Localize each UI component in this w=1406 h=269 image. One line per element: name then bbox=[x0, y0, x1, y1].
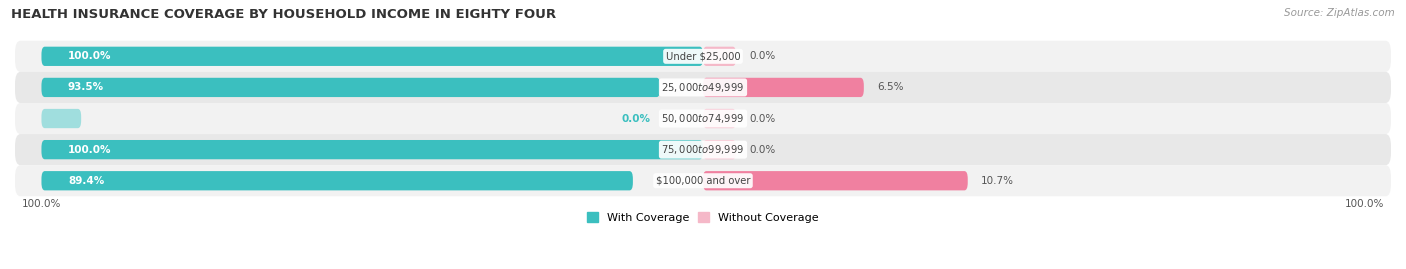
FancyBboxPatch shape bbox=[15, 41, 1391, 72]
Text: 0.0%: 0.0% bbox=[749, 114, 776, 123]
Text: Source: ZipAtlas.com: Source: ZipAtlas.com bbox=[1284, 8, 1395, 18]
FancyBboxPatch shape bbox=[41, 78, 659, 97]
FancyBboxPatch shape bbox=[15, 165, 1391, 196]
Text: 10.7%: 10.7% bbox=[981, 176, 1014, 186]
Text: Under $25,000: Under $25,000 bbox=[665, 51, 741, 61]
FancyBboxPatch shape bbox=[41, 171, 633, 190]
FancyBboxPatch shape bbox=[703, 171, 967, 190]
Text: 100.0%: 100.0% bbox=[21, 199, 60, 209]
FancyBboxPatch shape bbox=[15, 72, 1391, 103]
FancyBboxPatch shape bbox=[15, 134, 1391, 165]
Legend: With Coverage, Without Coverage: With Coverage, Without Coverage bbox=[582, 208, 824, 227]
Text: 100.0%: 100.0% bbox=[1346, 199, 1385, 209]
Text: 0.0%: 0.0% bbox=[621, 114, 650, 123]
FancyBboxPatch shape bbox=[15, 103, 1391, 134]
Text: $50,000 to $74,999: $50,000 to $74,999 bbox=[661, 112, 745, 125]
Text: 89.4%: 89.4% bbox=[67, 176, 104, 186]
Text: 0.0%: 0.0% bbox=[749, 51, 776, 61]
FancyBboxPatch shape bbox=[703, 109, 737, 128]
Text: $25,000 to $49,999: $25,000 to $49,999 bbox=[661, 81, 745, 94]
FancyBboxPatch shape bbox=[41, 109, 82, 128]
Text: 0.0%: 0.0% bbox=[749, 145, 776, 155]
Text: 6.5%: 6.5% bbox=[877, 82, 904, 93]
FancyBboxPatch shape bbox=[41, 47, 703, 66]
Text: 100.0%: 100.0% bbox=[67, 145, 111, 155]
Text: 100.0%: 100.0% bbox=[67, 51, 111, 61]
FancyBboxPatch shape bbox=[41, 140, 703, 159]
Text: $75,000 to $99,999: $75,000 to $99,999 bbox=[661, 143, 745, 156]
FancyBboxPatch shape bbox=[703, 140, 737, 159]
FancyBboxPatch shape bbox=[703, 78, 863, 97]
Text: 93.5%: 93.5% bbox=[67, 82, 104, 93]
FancyBboxPatch shape bbox=[703, 47, 737, 66]
Text: $100,000 and over: $100,000 and over bbox=[655, 176, 751, 186]
Text: HEALTH INSURANCE COVERAGE BY HOUSEHOLD INCOME IN EIGHTY FOUR: HEALTH INSURANCE COVERAGE BY HOUSEHOLD I… bbox=[11, 8, 557, 21]
